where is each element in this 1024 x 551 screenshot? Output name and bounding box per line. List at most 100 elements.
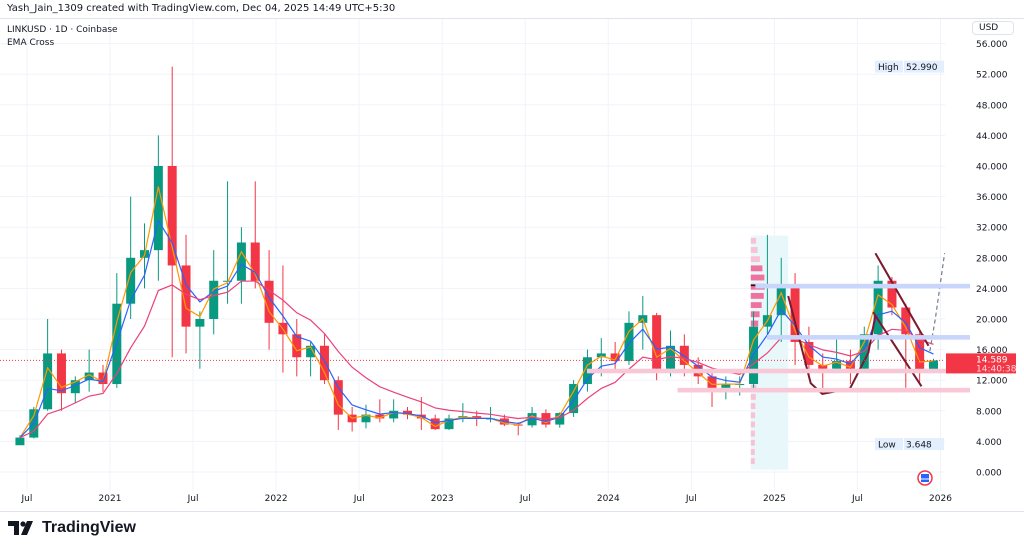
volume-profile-bar — [750, 458, 755, 465]
candle-body — [70, 380, 80, 394]
candle-body — [707, 376, 717, 388]
y-tick-label: 40.000 — [976, 163, 1008, 173]
candle-body — [319, 345, 329, 381]
candle-body — [873, 280, 883, 335]
y-tick-label: 20.000 — [976, 316, 1008, 326]
x-tick-label: Jul — [21, 494, 33, 504]
bar-countdown: 14:40:38 — [976, 364, 1017, 374]
candle-body — [209, 280, 219, 319]
volume-profile-bar — [750, 430, 755, 437]
candle-body — [236, 242, 246, 281]
volume-profile-bar — [750, 292, 764, 299]
volume-profile-bar — [750, 449, 755, 455]
candle-body — [153, 166, 163, 251]
tradingview-logo-icon — [8, 521, 33, 535]
last-price-badge — [946, 353, 1016, 374]
candle-body — [84, 372, 94, 381]
chart-frame — [0, 18, 1024, 512]
high-label: High — [878, 63, 899, 73]
ema-mid-line — [19, 219, 934, 438]
y-tick-label: 0.000 — [976, 469, 1002, 479]
x-tick-label: 2024 — [597, 494, 620, 504]
y-tick-label: 48.000 — [976, 101, 1008, 111]
y-tick-label: 56.000 — [976, 40, 1008, 50]
candle-body — [430, 418, 440, 430]
y-tick-label: 36.000 — [976, 193, 1008, 203]
x-tick-label: Jul — [187, 494, 199, 504]
currency-button[interactable]: USD — [972, 21, 1014, 35]
candle-body — [43, 353, 53, 410]
projection-dashed-line — [929, 253, 945, 352]
y-tick-label: 32.000 — [976, 224, 1008, 234]
low-label: Low — [878, 441, 896, 451]
chart-legend: LINKUSD · 1D · Coinbase EMA Cross — [7, 24, 118, 50]
candle-body — [264, 280, 274, 323]
candle-body — [98, 372, 108, 385]
y-tick-label: 24.000 — [976, 285, 1008, 295]
volume-profile-bar — [750, 247, 758, 253]
low-value: 3.648 — [906, 441, 932, 451]
plot-area — [0, 19, 945, 491]
volume-profile-bar — [750, 412, 756, 419]
us-event-flag-icon[interactable] — [917, 470, 933, 486]
x-tick-label: 2025 — [763, 494, 786, 504]
candle-body — [306, 345, 316, 358]
x-tick-label: 2023 — [431, 494, 454, 504]
candle-body — [928, 360, 938, 373]
channel-upper-line — [874, 252, 930, 347]
brand-name: TradingView — [42, 519, 136, 536]
price-chart[interactable]: 0.000 4.000 8.000 12.000 16.000 20.000 24.000 2… — [0, 0, 1024, 510]
y-tick-label: 12.000 — [976, 377, 1008, 387]
volume-profile-bar — [750, 439, 755, 446]
volume-profile-bar — [750, 393, 756, 400]
candle-body — [361, 414, 371, 423]
candle-body — [818, 364, 828, 369]
volume-profile-bar — [750, 237, 757, 244]
candle-body — [652, 315, 662, 369]
candle-body — [804, 341, 814, 365]
tradingview-logo: TradingView — [8, 519, 136, 537]
candle-body — [721, 384, 731, 388]
candle-body — [167, 166, 177, 266]
candle-body — [679, 345, 689, 365]
last-price-value: 14.589 — [976, 355, 1008, 365]
candle-body — [790, 284, 800, 342]
candle-body — [596, 353, 606, 358]
candle-body — [624, 322, 634, 362]
volume-profile-bar — [750, 403, 756, 409]
volume-profile-bar — [750, 256, 760, 263]
x-tick-label: 2026 — [929, 494, 952, 504]
x-tick-label: Jul — [519, 494, 531, 504]
volume-profile-bar — [750, 311, 760, 318]
indicator-label[interactable]: EMA Cross — [7, 38, 55, 48]
candle-body — [126, 257, 136, 304]
candle-body — [569, 384, 579, 414]
candle-body — [250, 242, 260, 281]
volume-profile-bar — [750, 421, 755, 428]
channel-lower-line — [872, 311, 923, 387]
zone-pink — [586, 368, 970, 374]
volume-profile-bar — [750, 302, 762, 308]
candle-body — [610, 353, 620, 362]
candle-body — [15, 437, 25, 446]
candle-body — [832, 361, 842, 369]
high-value-bg — [904, 60, 944, 73]
candle-body — [527, 413, 537, 426]
x-tick-label: Jul — [851, 494, 863, 504]
candle-body — [389, 410, 399, 419]
candle-body — [195, 319, 205, 327]
candle-body — [887, 280, 897, 308]
candle-body — [403, 410, 413, 415]
y-tick-label: 8.000 — [976, 407, 1002, 417]
candle-body — [333, 380, 343, 415]
symbol-info[interactable]: LINKUSD · 1D · Coinbase — [7, 25, 118, 35]
high-label-bg — [875, 60, 903, 73]
candle-body — [375, 414, 385, 419]
flag-canton — [921, 474, 929, 482]
y-tick-label: 28.000 — [976, 254, 1008, 264]
zone-blue — [755, 283, 970, 289]
high-value: 52.990 — [906, 63, 938, 73]
low-label-bg — [875, 438, 903, 451]
candle-body — [555, 413, 565, 425]
low-value-bg — [904, 438, 944, 451]
